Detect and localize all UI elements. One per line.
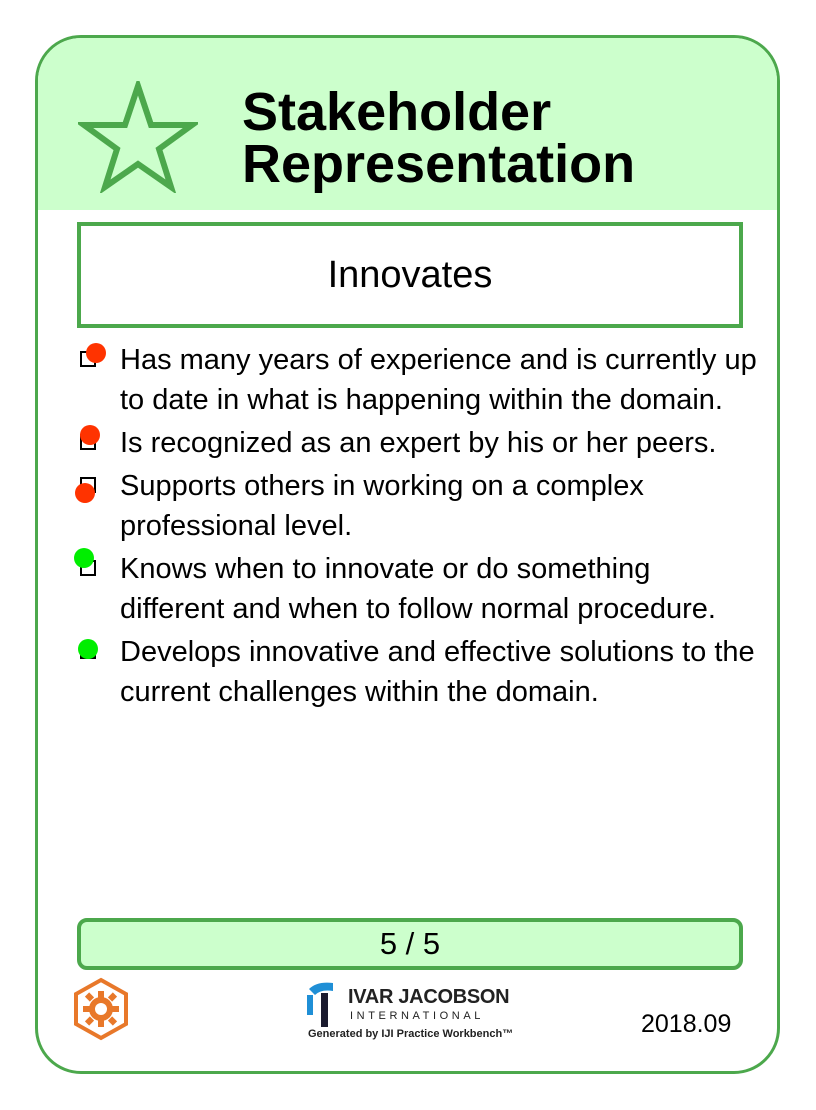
checklist-item: Has many years of experience and is curr… <box>78 340 758 420</box>
progress-text: 5 / 5 <box>379 926 441 961</box>
status-dot-red <box>80 425 100 445</box>
card-header: Stakeholder Representation <box>38 38 777 210</box>
status-dot-green <box>78 639 98 659</box>
checklist-item: Supports others in working on a complex … <box>75 466 758 546</box>
gear-icon <box>74 977 128 1041</box>
card-title: Stakeholder Representation <box>242 82 636 194</box>
star-icon <box>78 81 198 193</box>
logo-subtitle: INTERNATIONAL <box>350 1010 484 1022</box>
ivar-jacobson-logo: IVAR JACOBSON INTERNATIONAL Generated by… <box>300 979 540 1043</box>
checklist-item-text: Knows when to innovate or do something d… <box>120 553 716 625</box>
logo-mark-icon <box>307 982 333 1027</box>
status-dot-red <box>86 343 106 363</box>
checklist-item: Knows when to innovate or do something d… <box>74 548 758 629</box>
checklist-item-text: Has many years of experience and is curr… <box>120 344 757 416</box>
status-dot-red <box>75 483 95 503</box>
logo-name: IVAR JACOBSON <box>348 986 510 1008</box>
state-name: Innovates <box>327 253 493 296</box>
checklist-item-text: Is recognized as an expert by his or her… <box>120 427 717 459</box>
checklist-item: Develops innovative and effective soluti… <box>78 632 758 712</box>
status-dot-green <box>74 548 94 568</box>
version-label: 2018.09 <box>641 1010 732 1038</box>
state-name-box: Innovates <box>77 222 743 328</box>
checklist-item-text: Develops innovative and effective soluti… <box>120 636 755 708</box>
progress-indicator: 5 / 5 <box>77 918 743 970</box>
generated-by-text: Generated by IJI Practice Workbench™ <box>308 1028 514 1040</box>
checklist: Has many years of experience and is curr… <box>74 340 758 715</box>
checklist-item: Is recognized as an expert by his or her… <box>78 423 758 463</box>
alpha-state-card: Stakeholder Representation Innovates Has… <box>35 35 780 1074</box>
checklist-item-text: Supports others in working on a complex … <box>120 470 644 542</box>
